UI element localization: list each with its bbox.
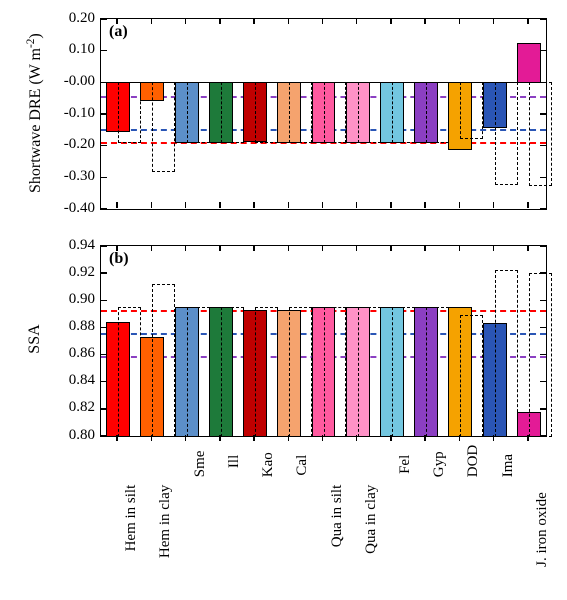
ytick-label: 0.10 bbox=[45, 42, 95, 57]
category-label: Ima bbox=[500, 454, 517, 477]
bar-dashed bbox=[289, 82, 312, 143]
ytick-label: 0.90 bbox=[45, 292, 95, 307]
bar-dashed bbox=[255, 82, 278, 143]
panel-label: (a) bbox=[109, 23, 128, 41]
ylabel-b: SSA bbox=[26, 289, 44, 389]
bar-dashed bbox=[426, 82, 449, 143]
bar-dashed bbox=[392, 82, 415, 143]
bar-dashed bbox=[529, 273, 552, 437]
bar-dashed bbox=[460, 82, 483, 138]
bar-dashed bbox=[118, 307, 141, 437]
category-label: Hem in clay bbox=[157, 484, 174, 567]
ylabel-a: Shortwave DRE (W m-2) bbox=[25, 13, 45, 213]
category-label: Sme bbox=[192, 454, 209, 477]
category-label: Qua in clay bbox=[363, 484, 380, 567]
bar-dashed bbox=[221, 82, 244, 143]
bar-dashed bbox=[495, 82, 518, 184]
ytick-label: 0.92 bbox=[45, 265, 95, 280]
bar-solid bbox=[517, 43, 541, 84]
bar-dashed bbox=[118, 82, 141, 143]
ytick-label: -0.40 bbox=[45, 201, 95, 216]
ytick-label: 0.82 bbox=[45, 400, 95, 415]
category-label: Fel bbox=[397, 454, 414, 477]
category-label: Ill bbox=[226, 454, 243, 477]
ytick-label: -0.10 bbox=[45, 106, 95, 121]
panel-b: (b) bbox=[100, 245, 547, 437]
bar-dashed bbox=[289, 307, 312, 437]
panel-a: (a) bbox=[100, 18, 547, 210]
category-label: Qua in silt bbox=[329, 484, 346, 567]
bar-dashed bbox=[187, 307, 210, 437]
category-label: Kao bbox=[260, 454, 277, 477]
bar-dashed bbox=[187, 82, 210, 143]
bar-dashed bbox=[529, 82, 552, 186]
category-label: Cal bbox=[294, 454, 311, 477]
category-label: Hem in silt bbox=[123, 484, 140, 567]
bar-dashed bbox=[495, 270, 518, 437]
bar-dashed bbox=[392, 307, 415, 437]
panel-label: (b) bbox=[109, 250, 129, 268]
bar-dashed bbox=[426, 307, 449, 437]
bar-dashed bbox=[221, 307, 244, 437]
bar-dashed bbox=[358, 307, 381, 437]
category-label: J. iron oxide bbox=[534, 492, 551, 590]
category-label: Gyp bbox=[431, 454, 448, 477]
bar-dashed bbox=[358, 82, 381, 143]
bar-dashed bbox=[324, 82, 347, 143]
ytick-label: -0.00 bbox=[45, 74, 95, 89]
ytick-label: 0.80 bbox=[45, 428, 95, 443]
category-label: DOD bbox=[465, 454, 482, 477]
bar-dashed bbox=[152, 284, 175, 437]
ytick-label: 0.20 bbox=[45, 11, 95, 26]
ytick-label: 0.84 bbox=[45, 373, 95, 388]
bar-dashed bbox=[255, 307, 278, 437]
bar-dashed bbox=[460, 315, 483, 437]
bar-dashed bbox=[152, 82, 175, 172]
ytick-label: 0.88 bbox=[45, 319, 95, 334]
ytick-label: -0.30 bbox=[45, 169, 95, 184]
ytick-label: -0.20 bbox=[45, 137, 95, 152]
ytick-label: 0.86 bbox=[45, 346, 95, 361]
bar-dashed bbox=[324, 307, 347, 437]
ytick-label: 0.94 bbox=[45, 238, 95, 253]
figure: (a) 0.20 0.10 -0.00 -0.10 -0.20 -0.30 -0.40 (b) 0… bbox=[0, 0, 567, 600]
